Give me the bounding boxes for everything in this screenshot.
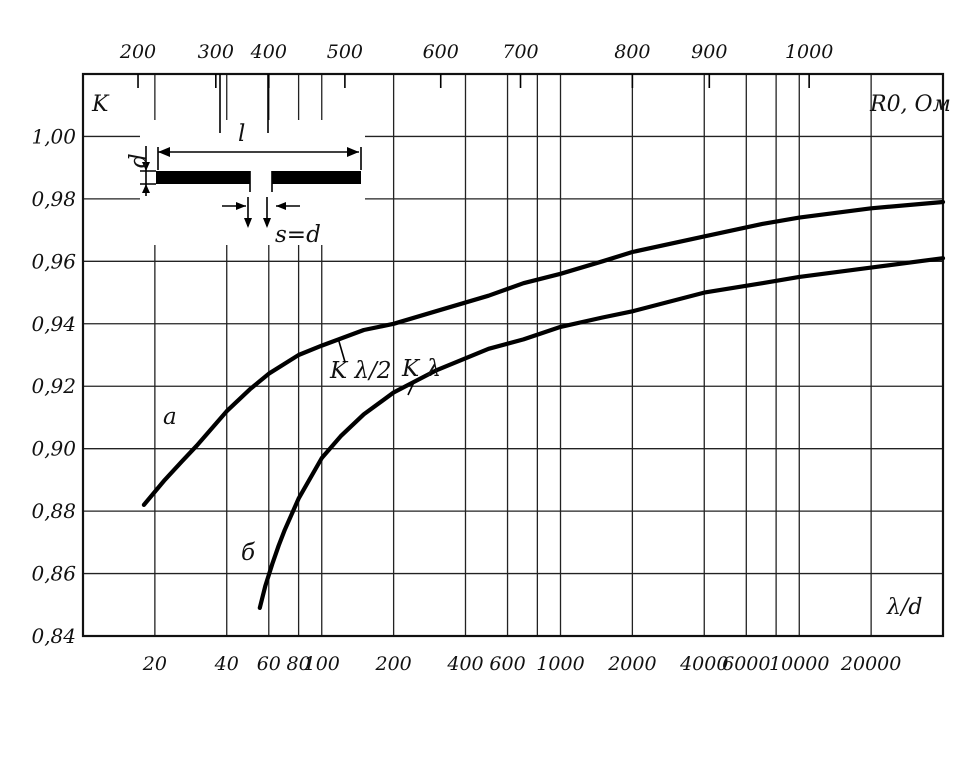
curve-k-half-label: K λ/2 (329, 358, 391, 384)
y-tick-label: 0,94 (31, 312, 76, 336)
dipole-inset: l d s=d (126, 74, 365, 248)
top-axis-title: R0, Ом (869, 92, 951, 117)
curve-k-leader (407, 379, 416, 396)
x-tick-label: 100 (304, 653, 340, 675)
x-tick-label: 40 (214, 653, 239, 675)
y-tick-label: 0,90 (31, 437, 76, 461)
y-axis-title: K (91, 92, 110, 117)
y-tick-label: 1,00 (31, 124, 76, 148)
curve-k-half-leader (337, 337, 346, 363)
y-tick-label: 0,98 (31, 187, 76, 211)
curve-k-label: K λ (401, 356, 441, 382)
y-tick-label: 0,96 (31, 249, 76, 273)
top-axis-tick-label: 700 (502, 41, 538, 63)
x-tick-label: 400 (446, 653, 483, 675)
inset-l-label: l (238, 121, 245, 147)
top-axis-tick-label: 900 (691, 41, 727, 63)
top-axis-tick-label: 500 (327, 41, 363, 63)
x-tick-label: 6000 (722, 653, 770, 675)
top-axis-tick-label: 600 (423, 41, 459, 63)
top-axis-tick-label: 1000 (785, 41, 833, 63)
inset-s-arrowheads (236, 202, 286, 228)
inset-l-dimension (157, 147, 362, 170)
curve-a-marker: а (163, 404, 177, 430)
curve-a-annotation: а K λ/2 (163, 337, 391, 430)
series-k-half-curve (141, 199, 946, 507)
inset-s-dimension (222, 197, 300, 226)
dipole-left-arm (156, 171, 250, 184)
curve-b-marker: б (241, 540, 256, 566)
inset-s-label: s=d (275, 222, 321, 248)
tick-labels: 0,84 0,86 0,88 0,90 0,92 0,94 0,96 0,98 1,00 20 40… (31, 41, 901, 675)
inset-gap-lines (249, 171, 273, 192)
series-k-curve (257, 256, 946, 610)
x-tick-label: 600 (489, 653, 525, 675)
y-tick-label: 0,92 (31, 374, 76, 398)
inset-d-label: d (126, 153, 152, 168)
top-axis-tick-label: 800 (614, 41, 650, 63)
x-tick-label: 20000 (840, 653, 901, 675)
y-tick-label: 0,88 (31, 499, 76, 523)
top-axis-tick-label: 400 (250, 41, 287, 63)
top-axis-tick-label: 200 (119, 41, 156, 63)
x-tick-label: 60 (257, 653, 281, 675)
inset-d-arrowheads (142, 162, 150, 193)
x-axis-title: λ/d (886, 595, 922, 620)
grid-lines (83, 74, 943, 637)
x-tick-label: 200 (374, 653, 411, 675)
y-tick-label: 0,86 (31, 562, 76, 586)
plot-frame (81, 72, 945, 638)
top-axis-tick-label: 300 (198, 41, 234, 63)
x-tick-label: 20 (142, 653, 167, 675)
curve-b-annotation: б K λ (241, 356, 441, 566)
x-tick-label: 4000 (679, 653, 728, 675)
x-tick-label: 80 (287, 653, 311, 675)
series-layer (141, 199, 946, 610)
y-tick-label: 0,84 (31, 624, 76, 648)
x-tick-label: 2000 (607, 653, 656, 675)
x-tick-label: 1000 (536, 653, 584, 675)
x-tick-label: 10000 (769, 653, 829, 675)
dipole-right-arm (272, 171, 361, 184)
